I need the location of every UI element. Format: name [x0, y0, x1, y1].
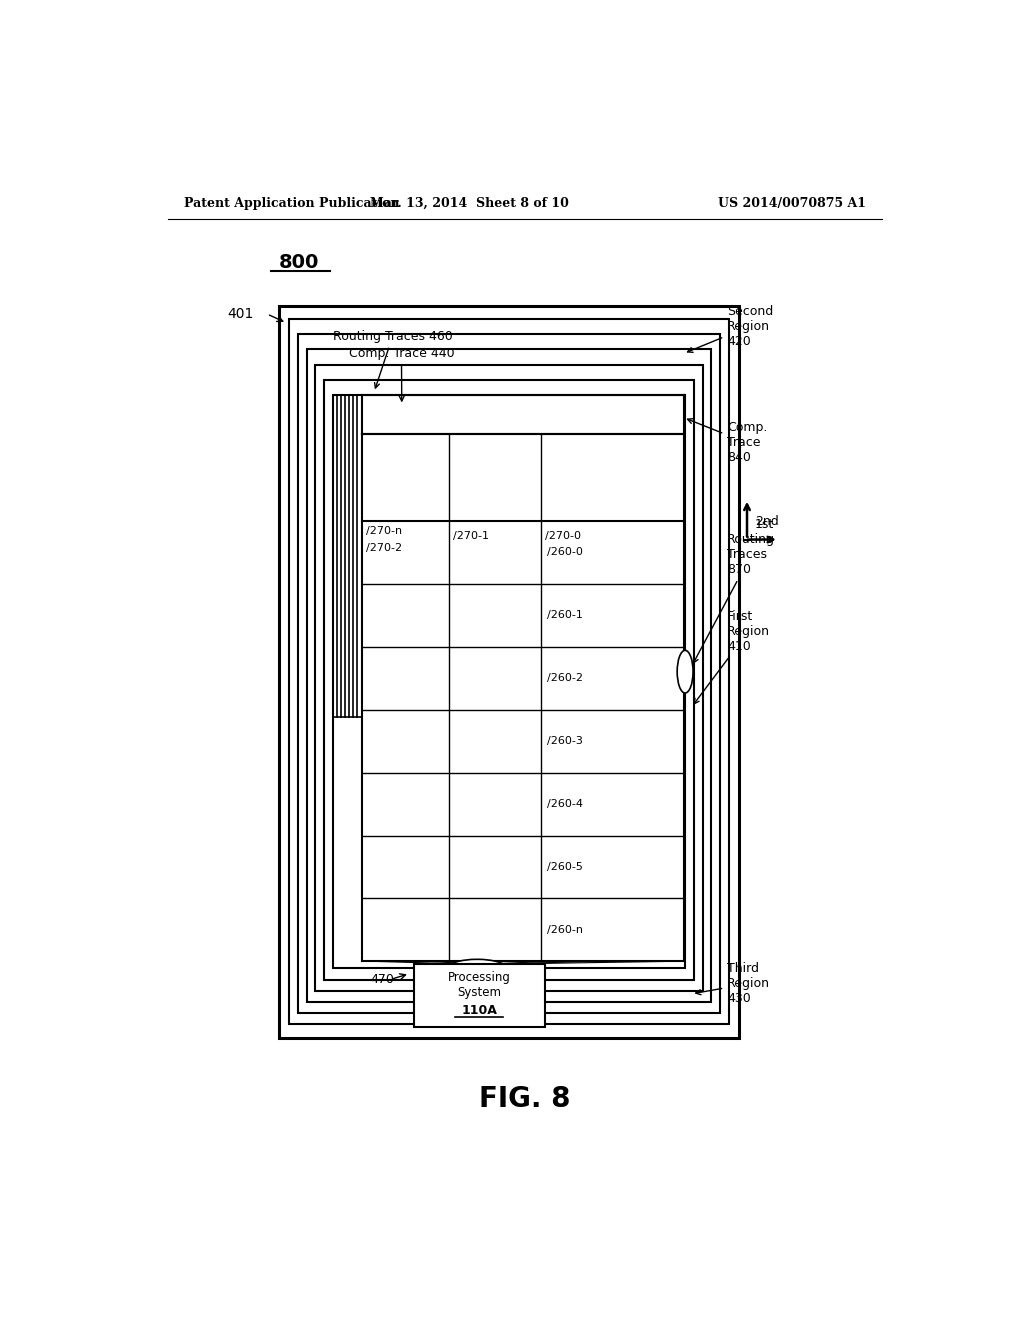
Text: Mar. 13, 2014  Sheet 8 of 10: Mar. 13, 2014 Sheet 8 of 10: [370, 197, 568, 210]
Text: 470: 470: [370, 973, 394, 986]
Text: US 2014/0070875 A1: US 2014/0070875 A1: [718, 197, 866, 210]
Text: Second
Region
420: Second Region 420: [687, 305, 773, 352]
Ellipse shape: [447, 960, 507, 978]
Text: /260-n: /260-n: [547, 925, 583, 935]
Text: /260-1: /260-1: [547, 610, 583, 620]
Text: System: System: [457, 986, 501, 999]
Text: /270-1: /270-1: [454, 531, 489, 541]
Bar: [298, 334, 720, 1014]
Text: 110A: 110A: [461, 1003, 497, 1016]
Bar: [279, 306, 739, 1038]
Text: /260-0: /260-0: [547, 548, 583, 557]
Text: 401: 401: [227, 308, 253, 321]
Text: /260-4: /260-4: [547, 799, 583, 809]
Text: Processing: Processing: [447, 972, 511, 985]
Text: Routing Traces 460: Routing Traces 460: [333, 330, 453, 388]
Bar: [414, 965, 545, 1027]
Text: 800: 800: [279, 252, 318, 272]
Text: /260-2: /260-2: [547, 673, 583, 684]
Text: /270-2: /270-2: [367, 544, 402, 553]
Text: /270-0: /270-0: [545, 531, 581, 541]
Bar: [333, 395, 685, 969]
Bar: [289, 319, 729, 1024]
Text: /270-n: /270-n: [367, 525, 402, 536]
Text: 1st: 1st: [755, 519, 774, 532]
Text: FIG. 8: FIG. 8: [479, 1085, 570, 1113]
Bar: [315, 364, 702, 991]
Text: First
Region
410: First Region 410: [694, 610, 770, 704]
Text: Patent Application Publication: Patent Application Publication: [183, 197, 399, 210]
Bar: [324, 380, 694, 979]
Text: /260-3: /260-3: [547, 737, 583, 746]
Text: Comp.
Trace
840: Comp. Trace 840: [687, 418, 768, 465]
Text: Routing
Traces
870: Routing Traces 870: [693, 533, 775, 663]
Bar: [306, 350, 712, 1002]
Ellipse shape: [677, 651, 693, 693]
Text: Third
Region
430: Third Region 430: [695, 962, 770, 1006]
Text: 2nd: 2nd: [755, 515, 778, 528]
Text: Comp. Trace 440: Comp. Trace 440: [348, 347, 455, 401]
Text: /260-5: /260-5: [547, 862, 583, 873]
